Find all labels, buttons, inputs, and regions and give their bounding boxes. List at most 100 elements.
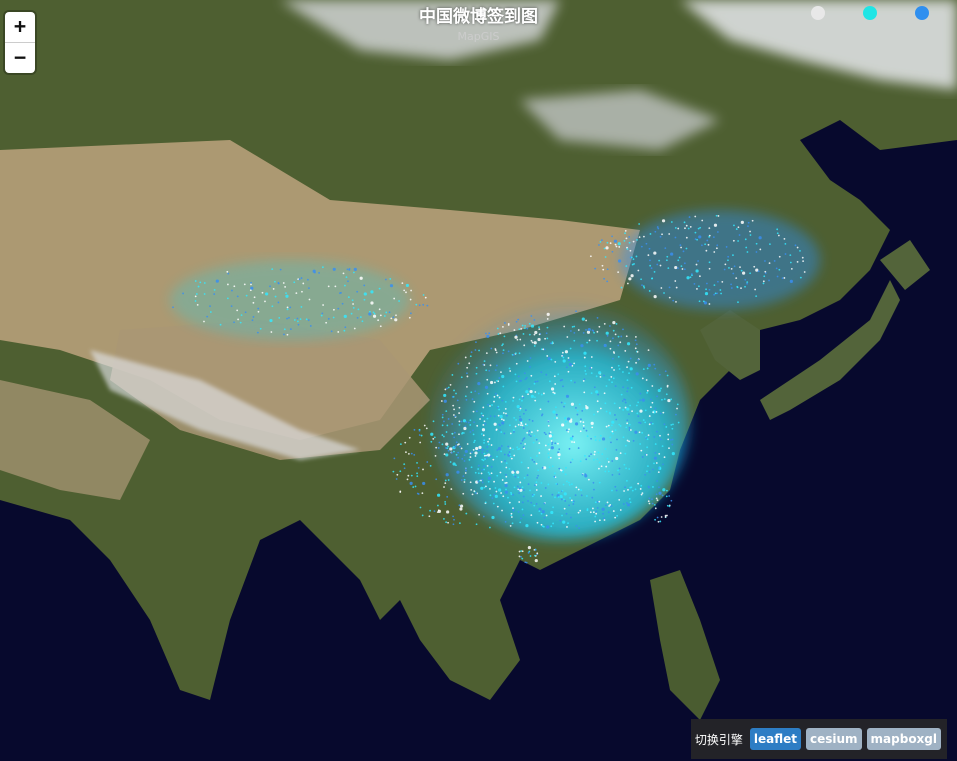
checkin-point <box>505 412 507 415</box>
checkin-point <box>803 271 806 273</box>
legend-dot-white[interactable] <box>811 6 825 20</box>
zoom-out-button[interactable]: − <box>5 42 35 73</box>
checkin-point <box>747 225 749 228</box>
checkin-point <box>505 466 508 469</box>
checkin-point <box>377 319 380 322</box>
checkin-point <box>467 421 470 424</box>
leaflet-button[interactable]: leaflet <box>749 728 801 750</box>
checkin-point <box>801 256 804 259</box>
checkin-point <box>618 467 621 470</box>
checkin-point <box>557 442 559 445</box>
checkin-point <box>441 416 444 419</box>
checkin-point <box>637 482 640 485</box>
checkin-point <box>755 295 758 298</box>
checkin-point <box>598 500 601 503</box>
checkin-point <box>500 492 502 494</box>
checkin-point <box>608 426 611 429</box>
checkin-point <box>493 480 495 483</box>
checkin-point <box>512 507 514 510</box>
checkin-point <box>603 519 606 521</box>
checkin-point <box>194 295 197 298</box>
checkin-point <box>356 316 359 319</box>
checkin-point <box>488 332 491 335</box>
zoom-in-button[interactable]: + <box>13 14 27 38</box>
checkin-point <box>584 454 586 457</box>
checkin-point <box>563 402 566 405</box>
checkin-point <box>636 350 639 353</box>
checkin-point <box>783 277 786 279</box>
checkin-point <box>633 263 635 265</box>
checkin-point <box>521 439 524 442</box>
checkin-point <box>462 475 465 478</box>
checkin-point <box>341 302 344 305</box>
legend-dot-blue[interactable] <box>915 6 929 20</box>
checkin-point <box>442 435 445 438</box>
checkin-point <box>719 289 722 291</box>
checkin-point <box>657 520 660 523</box>
checkin-point <box>624 406 627 409</box>
checkin-point <box>508 468 511 470</box>
checkin-point <box>644 421 647 424</box>
checkin-point <box>656 499 659 502</box>
checkin-point <box>432 437 435 440</box>
checkin-point <box>502 352 504 355</box>
checkin-point <box>544 433 547 436</box>
checkin-point <box>547 420 550 423</box>
checkin-point <box>534 330 538 335</box>
legend-dot-cyan[interactable] <box>863 6 877 20</box>
checkin-point <box>534 396 536 399</box>
checkin-point <box>517 510 520 513</box>
checkin-point <box>619 509 622 511</box>
checkin-point <box>696 288 698 290</box>
checkin-point <box>502 349 505 352</box>
checkin-point <box>612 329 615 332</box>
checkin-point <box>663 292 665 294</box>
checkin-point <box>536 521 539 524</box>
checkin-point <box>603 392 606 395</box>
checkin-point <box>596 400 599 403</box>
checkin-point <box>538 507 542 511</box>
checkin-point <box>655 430 658 433</box>
checkin-point <box>533 504 536 507</box>
checkin-point <box>568 504 570 507</box>
checkin-point <box>460 420 463 423</box>
checkin-point <box>535 481 538 484</box>
checkin-point <box>635 255 638 258</box>
checkin-point <box>526 360 529 362</box>
checkin-point <box>395 314 397 317</box>
checkin-point <box>626 366 628 369</box>
checkin-point <box>623 490 625 492</box>
checkin-point <box>519 521 522 524</box>
checkin-point <box>243 283 246 286</box>
checkin-point <box>500 450 503 453</box>
checkin-point <box>493 493 496 496</box>
checkin-point <box>534 391 537 393</box>
checkin-point <box>647 500 650 503</box>
checkin-point <box>485 352 488 354</box>
checkin-point <box>612 510 615 512</box>
mapboxgl-button[interactable]: mapboxgl <box>866 728 941 750</box>
checkin-point <box>272 288 275 290</box>
checkin-point <box>343 314 347 318</box>
checkin-point <box>596 507 599 509</box>
checkin-point <box>559 379 562 382</box>
checkin-point <box>443 486 445 488</box>
checkin-point <box>449 447 453 451</box>
checkin-point <box>651 401 654 404</box>
checkin-point <box>561 423 565 427</box>
checkin-point <box>635 361 637 364</box>
checkin-point <box>666 374 669 377</box>
checkin-point <box>464 425 467 428</box>
checkin-point <box>606 268 609 271</box>
checkin-point <box>490 347 493 350</box>
cesium-button[interactable]: cesium <box>805 728 862 750</box>
checkin-point <box>236 309 239 312</box>
checkin-point <box>607 461 610 463</box>
checkin-point <box>546 326 549 329</box>
checkin-point <box>466 375 469 378</box>
checkin-point <box>659 438 662 441</box>
checkin-point <box>459 507 463 511</box>
checkin-point <box>509 455 512 458</box>
checkin-point <box>570 499 573 502</box>
